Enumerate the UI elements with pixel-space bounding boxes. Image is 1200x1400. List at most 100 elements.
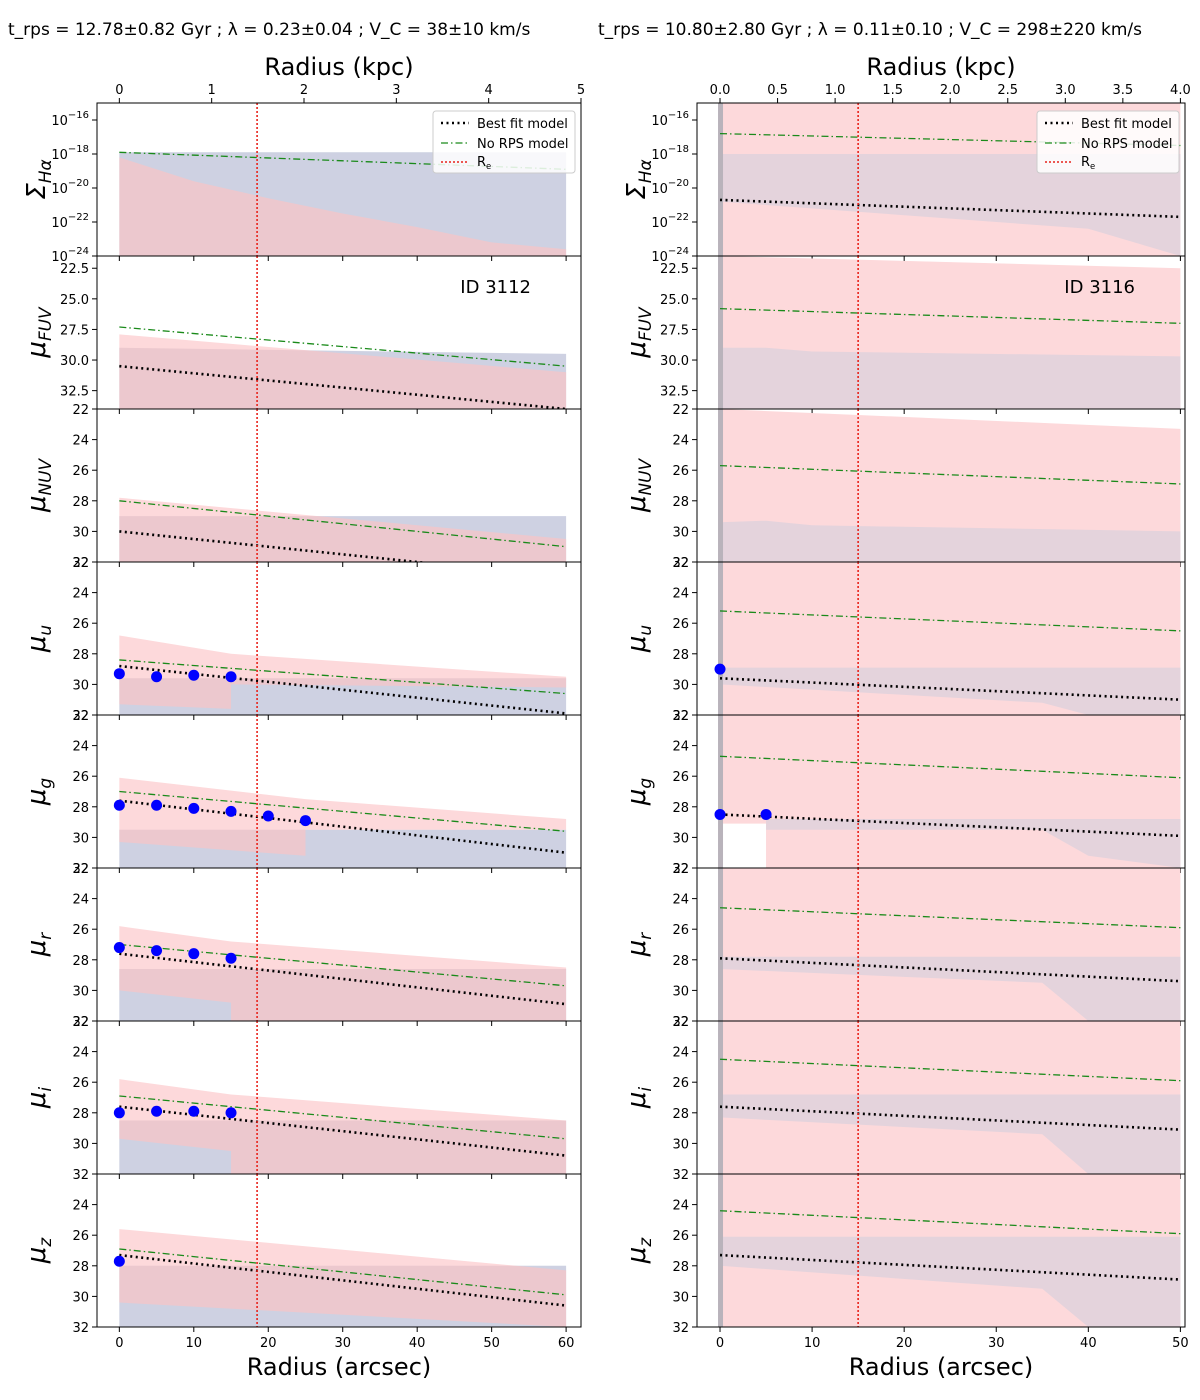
y-tick-label: 24 <box>672 434 689 449</box>
x-tick-label: 50 <box>483 1336 500 1351</box>
y-axis-label: μFUV <box>622 306 655 359</box>
y-tick-label: 32 <box>672 1321 689 1336</box>
y-tick-label: 28 <box>72 1107 89 1122</box>
y-tick-label: 10−20 <box>651 178 689 197</box>
uncertainty-band-pink <box>119 157 567 256</box>
kpc-tick-label: 1 <box>208 83 216 98</box>
y-axis-label: ΣHα <box>22 159 55 199</box>
uncertainty-band-overlap <box>720 347 1181 409</box>
panel-7: 24 26 28 30 32 μz <box>622 1173 1186 1336</box>
panel-content <box>119 409 567 562</box>
center-strip <box>718 256 724 409</box>
y-tick-label: 22 <box>72 556 89 571</box>
panel-content <box>113 1174 567 1327</box>
kpc-tick-label: 1.0 <box>825 83 846 98</box>
y-tick-label: 10−24 <box>651 246 689 265</box>
data-point <box>151 945 163 957</box>
y-tick-label: 28 <box>672 801 689 816</box>
best-fit-model-line <box>119 1105 567 1157</box>
y-tick-label: 28 <box>72 495 89 510</box>
uncertainty-band-overlap <box>119 678 567 715</box>
y-tick-label: 28 <box>672 495 689 510</box>
y-tick-label: 24 <box>72 893 89 908</box>
data-point <box>151 671 163 683</box>
y-tick-label: 26 <box>72 1229 89 1244</box>
y-tick-label: 25.0 <box>660 293 689 308</box>
y-tick-label: 27.5 <box>660 323 689 338</box>
kpc-tick-label: 0.5 <box>767 83 788 98</box>
x-tick-label: 10 <box>804 1336 821 1351</box>
no-rps-model-line <box>719 610 1181 632</box>
legend-nofit-label: No RPS model <box>1081 137 1173 152</box>
y-tick-label: 22.5 <box>60 262 89 277</box>
panel-content <box>714 562 1181 715</box>
kpc-tick-label: 4.0 <box>1170 83 1191 98</box>
top-x-axis-label: Radius (kpc) <box>866 53 1015 81</box>
panel-content <box>718 868 1181 1021</box>
y-tick-label: 30 <box>672 1137 689 1152</box>
y-tick-label: 30 <box>672 984 689 999</box>
x-tick-label: 40 <box>1080 1336 1097 1351</box>
panel-4: 22 24 26 28 30 32 μg <box>22 709 582 877</box>
uncertainty-band-pink <box>119 334 567 409</box>
x-tick-label: 30 <box>988 1336 1005 1351</box>
no-rps-model-line <box>719 307 1181 324</box>
y-tick-label: 22 <box>72 1015 89 1030</box>
y-tick-label: 24 <box>672 893 689 908</box>
y-axis-label: μg <box>22 778 55 807</box>
panel-6: 22 24 26 28 30 32 μi <box>22 1015 582 1183</box>
y-tick-label: 32 <box>672 1168 689 1183</box>
y-tick-label: 32 <box>72 556 89 571</box>
legend-box <box>1036 110 1180 174</box>
best-fit-model-line <box>119 1253 567 1307</box>
uncertainty-band-overlap <box>720 1094 1181 1174</box>
kpc-tick-label: 3.5 <box>1113 83 1134 98</box>
uncertainty-band-overlap <box>119 1265 567 1327</box>
uncertainty-band-overlap <box>119 829 567 868</box>
y-tick-label: 32.5 <box>60 385 89 400</box>
kpc-tick-label: 5 <box>577 83 585 98</box>
no-rps-model-line <box>719 907 1181 929</box>
panel-0: 10−16 10−18 10−20 10−22 10−24 ΣHα Best fit mod… <box>22 102 582 265</box>
data-point <box>151 799 163 811</box>
y-tick-label: 24 <box>72 740 89 755</box>
panel-content <box>714 715 1181 868</box>
y-axis-label: μr <box>22 932 55 958</box>
data-point <box>225 952 237 964</box>
center-strip <box>718 1021 724 1174</box>
y-tick-label: 32 <box>672 556 689 571</box>
y-tick-label: 28 <box>72 954 89 969</box>
panel-content <box>113 868 567 1021</box>
y-tick-label: 24 <box>72 434 89 449</box>
center-strip <box>718 562 724 715</box>
y-tick-label: 26 <box>672 923 689 938</box>
panel-4: 22 24 26 28 30 32 μg <box>622 709 1186 877</box>
data-point <box>151 1105 163 1117</box>
y-axis-label: μi <box>622 1087 655 1110</box>
kpc-tick-label: 2.5 <box>997 83 1018 98</box>
data-point <box>113 942 125 954</box>
x-tick-label: 0 <box>716 1336 724 1351</box>
kpc-tick-label: 2.0 <box>940 83 961 98</box>
y-tick-label: 22 <box>72 709 89 724</box>
uncertainty-band-overlap <box>119 968 567 1021</box>
column-left: 10−16 10−18 10−20 10−22 10−24 ΣHα Best fit mod… <box>22 53 585 1381</box>
y-tick-label: 27.5 <box>60 323 89 338</box>
galaxy-id-label: ID 3116 <box>1064 277 1135 298</box>
center-strip <box>718 1174 724 1327</box>
panel-0: 10−16 10−18 10−20 10−22 10−24 ΣHα Best fit mod… <box>622 102 1186 265</box>
no-rps-model-line <box>119 500 567 548</box>
data-point <box>188 669 200 681</box>
y-axis-label: ΣHα <box>622 159 655 199</box>
best-fit-model-line <box>119 364 567 409</box>
y-tick-label: 32.5 <box>660 385 689 400</box>
no-rps-model-line <box>119 1095 567 1140</box>
y-tick-label: 28 <box>672 1260 689 1275</box>
y-tick-label: 28 <box>672 954 689 969</box>
panel-content <box>718 1021 1181 1174</box>
y-tick-label: 30 <box>72 1290 89 1305</box>
kpc-tick-label: 1.5 <box>882 83 903 98</box>
y-tick-label: 30 <box>72 831 89 846</box>
y-tick-label: 25.0 <box>60 293 89 308</box>
